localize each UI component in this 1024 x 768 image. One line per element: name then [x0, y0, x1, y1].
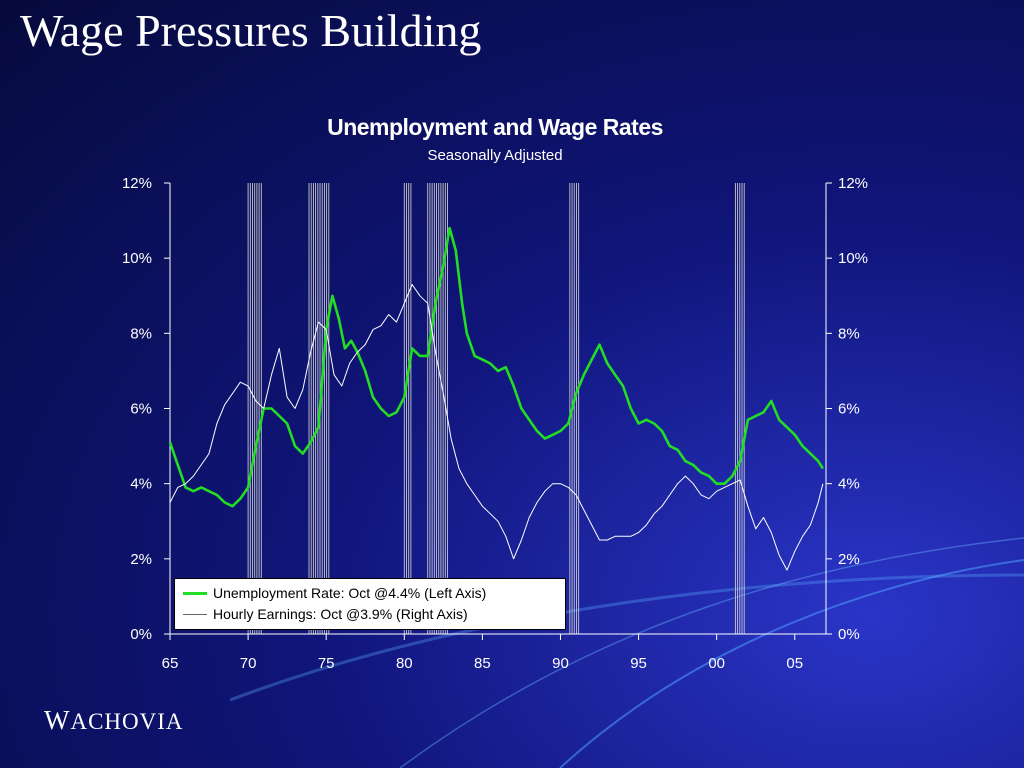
chart-title: Unemployment and Wage Rates: [327, 114, 663, 140]
x-tick-label: 65: [162, 655, 179, 672]
x-tick-label: 80: [396, 655, 413, 672]
y-tick-label-right: 8%: [838, 325, 860, 342]
y-tick-label-right: 0%: [838, 626, 860, 643]
y-tick-label-left: 10%: [122, 250, 152, 267]
y-tick-label-left: 6%: [130, 401, 152, 418]
y-tick-label-right: 12%: [838, 175, 868, 192]
y-tick-label-right: 10%: [838, 250, 868, 267]
legend-label-unemployment: Unemployment Rate: Oct @4.4% (Left Axis): [213, 585, 487, 601]
chart-legend: Unemployment Rate: Oct @4.4% (Left Axis)…: [174, 578, 566, 630]
x-tick-label: 95: [630, 655, 647, 672]
y-tick-label-right: 2%: [838, 551, 860, 568]
legend-item-unemployment: Unemployment Rate: Oct @4.4% (Left Axis): [183, 585, 486, 601]
chart-plot: 0% 0% 2% 2% 4% 4% 6% 6% 8% 8% 10% 10% 12% 12% 65 70 75 80…: [122, 175, 868, 672]
y-tick-label-left: 12%: [122, 175, 152, 192]
legend-swatch-earnings: [183, 613, 207, 615]
y-tick-label-right: 6%: [838, 401, 860, 418]
y-tick-label-right: 4%: [838, 476, 860, 493]
x-tick-label: 00: [708, 655, 725, 672]
y-tick-label-left: 0%: [130, 626, 152, 643]
wachovia-logo: WACHOVIA: [44, 705, 184, 735]
x-tick-label: 70: [240, 655, 257, 672]
x-tick-label: 90: [552, 655, 569, 672]
y-tick-label-left: 2%: [130, 551, 152, 568]
x-tick-label: 05: [786, 655, 803, 672]
series-line-unemployment: [168, 226, 825, 508]
legend-label-earnings: Hourly Earnings: Oct @3.9% (Right Axis): [213, 606, 468, 622]
slide-title: Wage Pressures Building: [20, 5, 482, 56]
y-tick-label-left: 4%: [130, 476, 152, 493]
x-tick-label: 75: [318, 655, 335, 672]
legend-item-earnings: Hourly Earnings: Oct @3.9% (Right Axis): [183, 606, 468, 622]
chart-subtitle: Seasonally Adjusted: [427, 147, 563, 164]
y-tick-label-left: 8%: [130, 325, 152, 342]
legend-swatch-unemployment: [183, 591, 207, 595]
x-tick-label: 85: [474, 655, 491, 672]
series-line-earnings: [169, 284, 824, 571]
